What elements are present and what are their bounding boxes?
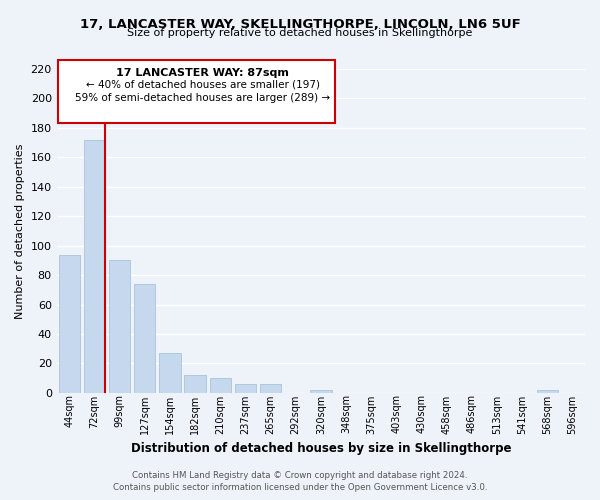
Bar	[209, 378, 231, 393]
Bar	[59, 254, 80, 393]
Text: 17, LANCASTER WAY, SKELLINGTHORPE, LINCOLN, LN6 5UF: 17, LANCASTER WAY, SKELLINGTHORPE, LINCO…	[80, 18, 520, 30]
Y-axis label: Number of detached properties: Number of detached properties	[15, 144, 25, 318]
Bar	[260, 384, 281, 393]
Text: ← 40% of detached houses are smaller (197): ← 40% of detached houses are smaller (19…	[86, 80, 320, 90]
Bar	[310, 390, 332, 393]
Bar	[235, 384, 256, 393]
Text: 59% of semi-detached houses are larger (289) →: 59% of semi-detached houses are larger (…	[75, 92, 330, 102]
FancyBboxPatch shape	[58, 60, 335, 124]
Bar	[109, 260, 130, 393]
Text: Size of property relative to detached houses in Skellingthorpe: Size of property relative to detached ho…	[127, 28, 473, 38]
Bar	[536, 390, 558, 393]
Text: Contains HM Land Registry data © Crown copyright and database right 2024.
Contai: Contains HM Land Registry data © Crown c…	[113, 471, 487, 492]
Bar	[134, 284, 155, 393]
Bar	[84, 140, 105, 393]
X-axis label: Distribution of detached houses by size in Skellingthorpe: Distribution of detached houses by size …	[131, 442, 511, 455]
Bar	[184, 375, 206, 393]
Bar	[159, 353, 181, 393]
Text: 17 LANCASTER WAY: 87sqm: 17 LANCASTER WAY: 87sqm	[116, 68, 289, 78]
